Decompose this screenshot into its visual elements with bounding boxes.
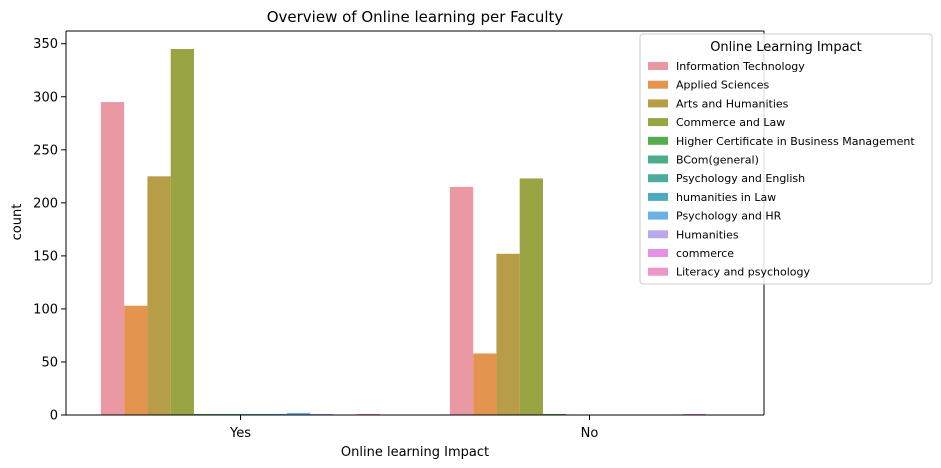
legend-swatch xyxy=(648,62,668,70)
bar-no-4 xyxy=(542,413,567,415)
legend-label: Applied Sciences xyxy=(676,79,769,92)
legend-swatch xyxy=(648,80,668,89)
legend-swatch xyxy=(648,99,668,108)
legend-label: Psychology and HR xyxy=(676,210,782,223)
y-axis-label: count xyxy=(10,204,25,241)
x-tick-label: Yes xyxy=(229,426,251,441)
legend-swatch xyxy=(648,211,668,220)
bar-yes-9 xyxy=(310,413,334,415)
y-tick-label: 0 xyxy=(50,409,58,424)
legend-swatch xyxy=(648,174,668,183)
bar-yes-6 xyxy=(240,413,264,415)
x-axis-label: Online learning Impact xyxy=(341,445,489,460)
legend-label: Higher Certificate in Business Managemen… xyxy=(676,135,915,148)
legend: Online Learning Impact Information Techno… xyxy=(639,33,933,285)
bar-no-3 xyxy=(519,178,543,415)
y-tick-label: 200 xyxy=(33,196,58,211)
chart-title: Overview of Online learning per Faculty xyxy=(267,8,564,26)
bar-no-10 xyxy=(682,413,706,415)
legend-swatch xyxy=(648,136,668,145)
legend-label: humanities in Law xyxy=(676,191,776,204)
y-tick-label: 50 xyxy=(41,355,58,370)
bar-yes-8 xyxy=(287,412,311,415)
legend-label: Commerce and Law xyxy=(676,116,785,129)
y-tick-label: 250 xyxy=(33,143,58,158)
y-tick-label: 350 xyxy=(33,37,58,52)
bars-group xyxy=(100,49,706,415)
bar-yes-11 xyxy=(356,413,381,415)
legend-label: commerce xyxy=(676,247,734,260)
legend-swatch xyxy=(648,249,668,257)
y-tick-label: 300 xyxy=(33,90,58,105)
legend-swatch xyxy=(648,192,668,201)
legend-label: Literacy and psychology xyxy=(676,266,811,279)
bar-yes-2 xyxy=(147,176,171,415)
bar-yes-5 xyxy=(217,413,241,415)
legend-label: Humanities xyxy=(676,228,739,241)
bar-yes-7 xyxy=(263,413,288,415)
legend-box xyxy=(639,33,933,285)
bar-yes-0 xyxy=(100,102,125,415)
legend-title: Online Learning Impact xyxy=(710,40,862,55)
legend-label: Psychology and English xyxy=(676,172,805,185)
x-tick-label: No xyxy=(581,426,599,441)
bar-yes-1 xyxy=(124,305,148,415)
legend-label: Information Technology xyxy=(676,60,805,73)
bar-no-2 xyxy=(496,253,520,415)
legend-label: BCom(general) xyxy=(676,154,759,167)
y-tick-label: 150 xyxy=(33,249,58,264)
bar-no-0 xyxy=(449,186,474,415)
bar-no-1 xyxy=(473,353,497,415)
bar-yes-4 xyxy=(193,413,218,415)
legend-swatch xyxy=(648,230,668,239)
legend-swatch xyxy=(648,118,668,127)
legend-swatch xyxy=(648,267,668,276)
bar-yes-3 xyxy=(170,49,194,415)
y-tick-label: 100 xyxy=(33,302,58,317)
legend-label: Arts and Humanities xyxy=(676,97,789,110)
legend-swatch xyxy=(648,155,668,164)
